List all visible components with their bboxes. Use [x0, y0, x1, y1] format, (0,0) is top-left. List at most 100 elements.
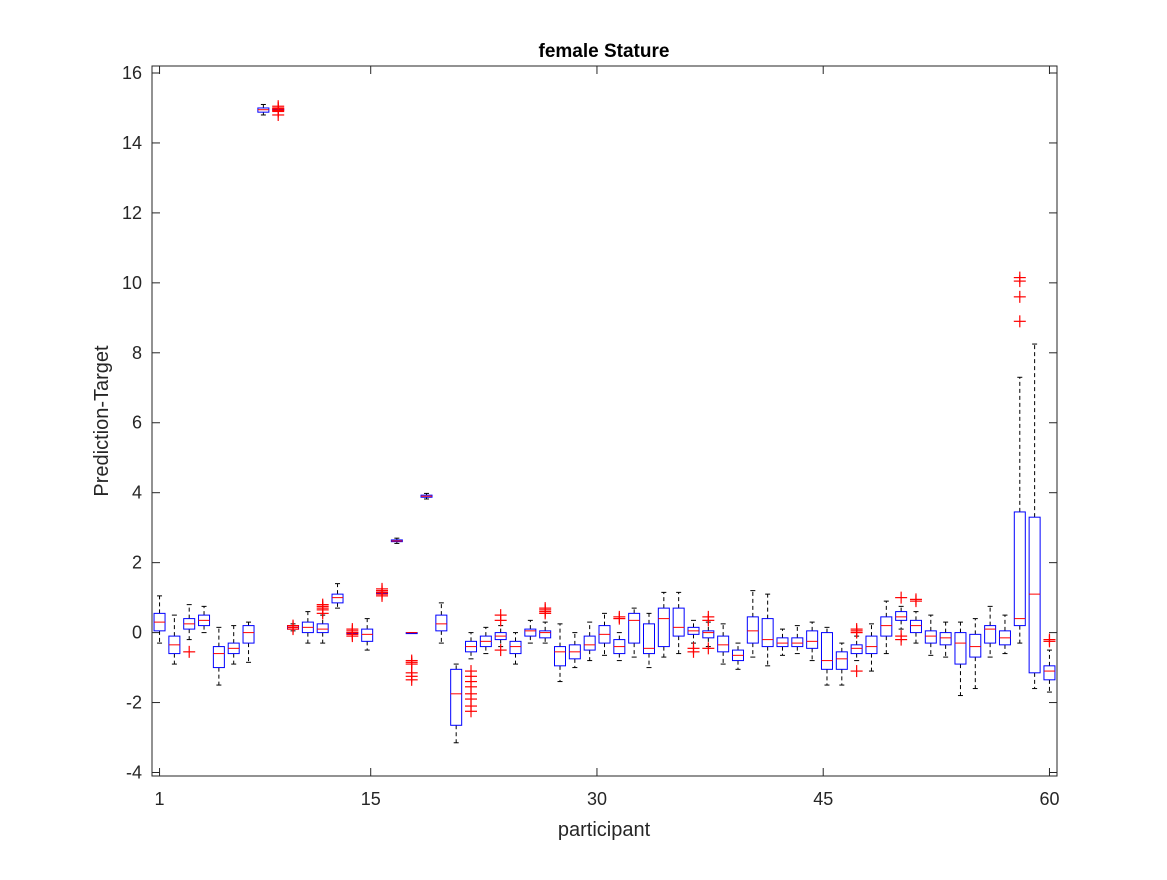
box-iqr: [702, 630, 715, 639]
box-participant: [895, 591, 908, 646]
box-iqr: [865, 635, 878, 655]
y-tick-label: 16: [122, 63, 142, 83]
x-tick-label: 30: [587, 789, 607, 809]
box-iqr: [657, 607, 670, 648]
box-iqr: [1013, 511, 1026, 627]
box-participant: [554, 623, 567, 683]
box-participant: [731, 642, 744, 670]
y-axis-label: Prediction-Target: [91, 345, 113, 497]
box-iqr: [806, 630, 819, 649]
box-participant: [479, 626, 492, 655]
box-participant: [227, 625, 240, 665]
tick-marks: [152, 66, 1057, 776]
box-participant: [376, 582, 389, 602]
box-iqr: [954, 632, 967, 665]
box-iqr: [909, 619, 922, 634]
y-tick-label: -2: [126, 693, 142, 713]
box-participant: [361, 618, 374, 651]
y-tick-label: 14: [122, 133, 142, 153]
box-participant: [390, 537, 403, 544]
box-iqr: [835, 651, 848, 670]
box-participant: [746, 590, 759, 658]
box-participant: [717, 623, 730, 665]
box-iqr: [761, 618, 774, 648]
y-tick-label: -4: [126, 763, 142, 783]
y-tick-label: 6: [132, 413, 142, 433]
box-participant: [168, 614, 181, 665]
box-iqr: [450, 668, 463, 726]
box-participant: [598, 612, 611, 656]
box-participant: [687, 619, 700, 658]
y-tick-label: 12: [122, 203, 142, 223]
x-tick-label: 45: [813, 789, 833, 809]
box-participant: [242, 621, 255, 663]
box-participant: [198, 605, 211, 634]
box-participant: [420, 492, 433, 500]
box-participant: [835, 642, 848, 686]
box-participant: [806, 621, 819, 662]
box-iqr: [361, 628, 374, 642]
box-iqr: [776, 637, 789, 648]
box-iqr: [212, 646, 225, 669]
box-participant: [613, 610, 626, 662]
box-iqr: [672, 607, 685, 637]
box-participant: [969, 618, 982, 690]
box-participant: [272, 100, 285, 121]
box-participant: [984, 605, 997, 658]
box-participant: [257, 103, 270, 116]
box-iqr: [331, 593, 344, 604]
box-participant: [702, 610, 715, 655]
box-iqr: [242, 625, 255, 644]
box-participant: [909, 593, 922, 644]
box-participant: [776, 628, 789, 656]
box-participant: [820, 626, 833, 686]
box-iqr: [969, 633, 982, 658]
box-participant: [761, 593, 774, 667]
box-iqr: [791, 637, 804, 648]
chart-title: female Stature: [539, 41, 670, 62]
box-participant: [998, 614, 1011, 655]
box-iqr: [642, 623, 655, 655]
box-participant: [642, 612, 655, 669]
box-participant: [1013, 271, 1026, 644]
box-participant: [865, 623, 878, 672]
box-participant: [1028, 343, 1041, 690]
box-participant: [628, 607, 641, 658]
plot-area: [152, 66, 1057, 776]
box-iqr: [924, 630, 937, 644]
box-iqr: [820, 632, 833, 670]
box-participant: [183, 604, 196, 658]
box-iqr: [939, 632, 952, 646]
y-tick-label: 8: [132, 343, 142, 363]
box-participant: [212, 626, 225, 686]
x-tick-label: 15: [361, 789, 381, 809]
box-participant: [331, 583, 344, 609]
box-iqr: [583, 635, 596, 651]
box-participant: [301, 611, 314, 644]
box-iqr: [539, 630, 552, 639]
box-participant: [850, 623, 863, 678]
box-participant: [316, 598, 329, 644]
box-participant: [583, 621, 596, 662]
box-iqr: [984, 625, 997, 644]
box-iqr: [316, 623, 329, 634]
y-tick-label: 2: [132, 553, 142, 573]
tick-labels: 1 15 30 45 60 -4 -2 0 2 4 6 8 10 12 14 16: [122, 63, 1060, 809]
box-participant: [153, 595, 166, 644]
boxes-layer: [153, 100, 1056, 744]
box-iqr: [895, 611, 908, 621]
x-axis-label: participant: [558, 819, 651, 841]
box-participant: [405, 632, 418, 686]
box-participant: [954, 621, 967, 697]
x-tick-label: 60: [1039, 789, 1059, 809]
box-iqr: [746, 616, 759, 644]
box-iqr: [1028, 516, 1041, 674]
box-participant: [939, 621, 952, 658]
box-participant: [524, 619, 537, 644]
box-iqr: [435, 614, 448, 632]
box-participant: [1043, 633, 1056, 693]
box-participant: [494, 609, 507, 657]
box-iqr: [717, 635, 730, 653]
